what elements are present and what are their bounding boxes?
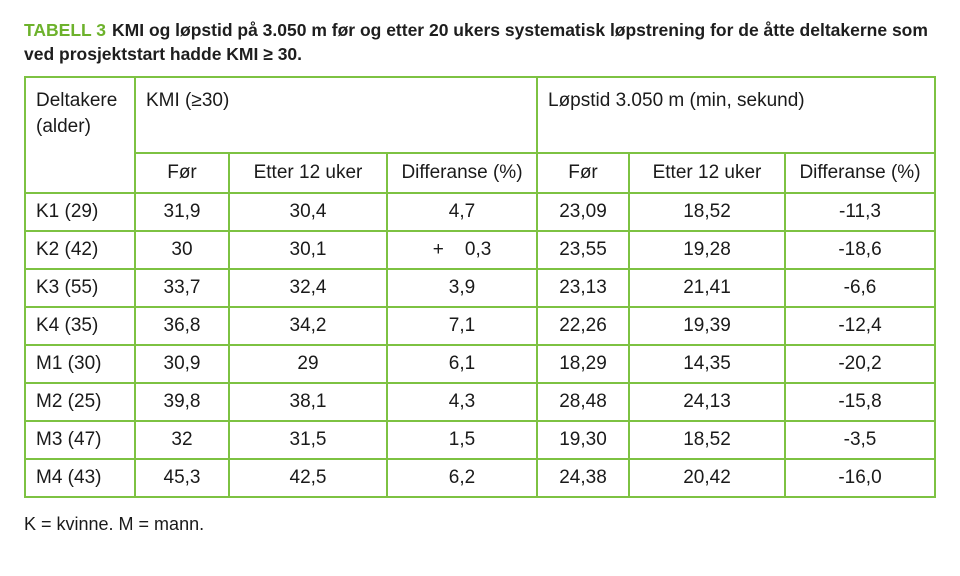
value-cell: 24,13 [628,382,786,422]
value-cell: 18,29 [536,344,630,384]
value-cell: 29 [228,344,388,384]
value-cell: -20,2 [784,344,936,384]
table-row: M4 (43) 45,3 42,5 6,2 24,38 20,42 -16,0 [24,458,936,498]
subheader-cell: Differanse (%) [784,152,936,194]
subheader-cell: Før [536,152,630,194]
header-participants: Deltakere (alder) [24,76,136,194]
value-cell: 24,38 [536,458,630,498]
value-cell: -6,6 [784,268,936,308]
value-cell: -15,8 [784,382,936,422]
value-cell: 45,3 [134,458,230,498]
value-cell: 7,1 [386,306,538,346]
value-cell: 30,4 [228,192,388,232]
value-cell: 19,39 [628,306,786,346]
value-cell: 31,5 [228,420,388,460]
value-cell: 39,8 [134,382,230,422]
value-cell: 18,52 [628,192,786,232]
participant-cell: M4 (43) [24,458,136,498]
subheader-cell: Etter 12 uker [628,152,786,194]
table-row: K2 (42) 30 30,1 + 0,3 23,55 19,28 -18,6 [24,230,936,270]
value-cell: 32 [134,420,230,460]
value-cell: 33,7 [134,268,230,308]
value-cell: 28,48 [536,382,630,422]
value-cell: 34,2 [228,306,388,346]
participant-cell: K4 (35) [24,306,136,346]
value-cell: 23,55 [536,230,630,270]
table-row: M1 (30) 30,9 29 6,1 18,29 14,35 -20,2 [24,344,936,384]
value-cell: 20,42 [628,458,786,498]
value-cell: 14,35 [628,344,786,384]
value-cell: 19,30 [536,420,630,460]
participant-cell: K3 (55) [24,268,136,308]
table-row: M2 (25) 39,8 38,1 4,3 28,48 24,13 -15,8 [24,382,936,422]
table-caption: TABELL 3 KMI og løpstid på 3.050 m før og… [24,18,936,66]
value-cell: 30 [134,230,230,270]
value-cell: -12,4 [784,306,936,346]
subheader-cell: Etter 12 uker [228,152,388,194]
table-label: TABELL 3 [24,20,106,40]
value-cell: 18,52 [628,420,786,460]
value-cell: 30,9 [134,344,230,384]
value-cell: -11,3 [784,192,936,232]
value-cell: 6,2 [386,458,538,498]
participant-cell: M3 (47) [24,420,136,460]
participant-cell: K1 (29) [24,192,136,232]
value-cell: 3,9 [386,268,538,308]
value-cell: 30,1 [228,230,388,270]
participant-cell: M2 (25) [24,382,136,422]
value-cell: 23,09 [536,192,630,232]
value-cell: 32,4 [228,268,388,308]
table-row: K3 (55) 33,7 32,4 3,9 23,13 21,41 -6,6 [24,268,936,308]
subheader-cell: Før [134,152,230,194]
value-cell: 19,28 [628,230,786,270]
value-cell: + 0,3 [386,230,538,270]
header-kmi: KMI (≥30) [134,76,538,154]
participant-cell: M1 (30) [24,344,136,384]
footnote: K = kvinne. M = mann. [24,514,205,534]
value-cell: 31,9 [134,192,230,232]
header-runtime: Løpstid 3.050 m (min, sekund) [536,76,936,154]
table-row: M3 (47) 32 31,5 1,5 19,30 18,52 -3,5 [24,420,936,460]
value-cell: 21,41 [628,268,786,308]
data-table: Deltakere (alder) KMI (≥30) Løpstid 3.05… [24,76,936,498]
value-cell: 22,26 [536,306,630,346]
value-cell: -18,6 [784,230,936,270]
subheader-cell: Differanse (%) [386,152,538,194]
value-cell: 42,5 [228,458,388,498]
table-row: K4 (35) 36,8 34,2 7,1 22,26 19,39 -12,4 [24,306,936,346]
value-cell: 4,3 [386,382,538,422]
value-cell: -3,5 [784,420,936,460]
value-cell: 4,7 [386,192,538,232]
table-row: K1 (29) 31,9 30,4 4,7 23,09 18,52 -11,3 [24,192,936,232]
value-cell: -16,0 [784,458,936,498]
value-cell: 23,13 [536,268,630,308]
value-cell: 6,1 [386,344,538,384]
participant-cell: K2 (42) [24,230,136,270]
value-cell: 36,8 [134,306,230,346]
value-cell: 38,1 [228,382,388,422]
value-cell: 1,5 [386,420,538,460]
caption-text: KMI og løpstid på 3.050 m før og etter 2… [24,20,928,64]
